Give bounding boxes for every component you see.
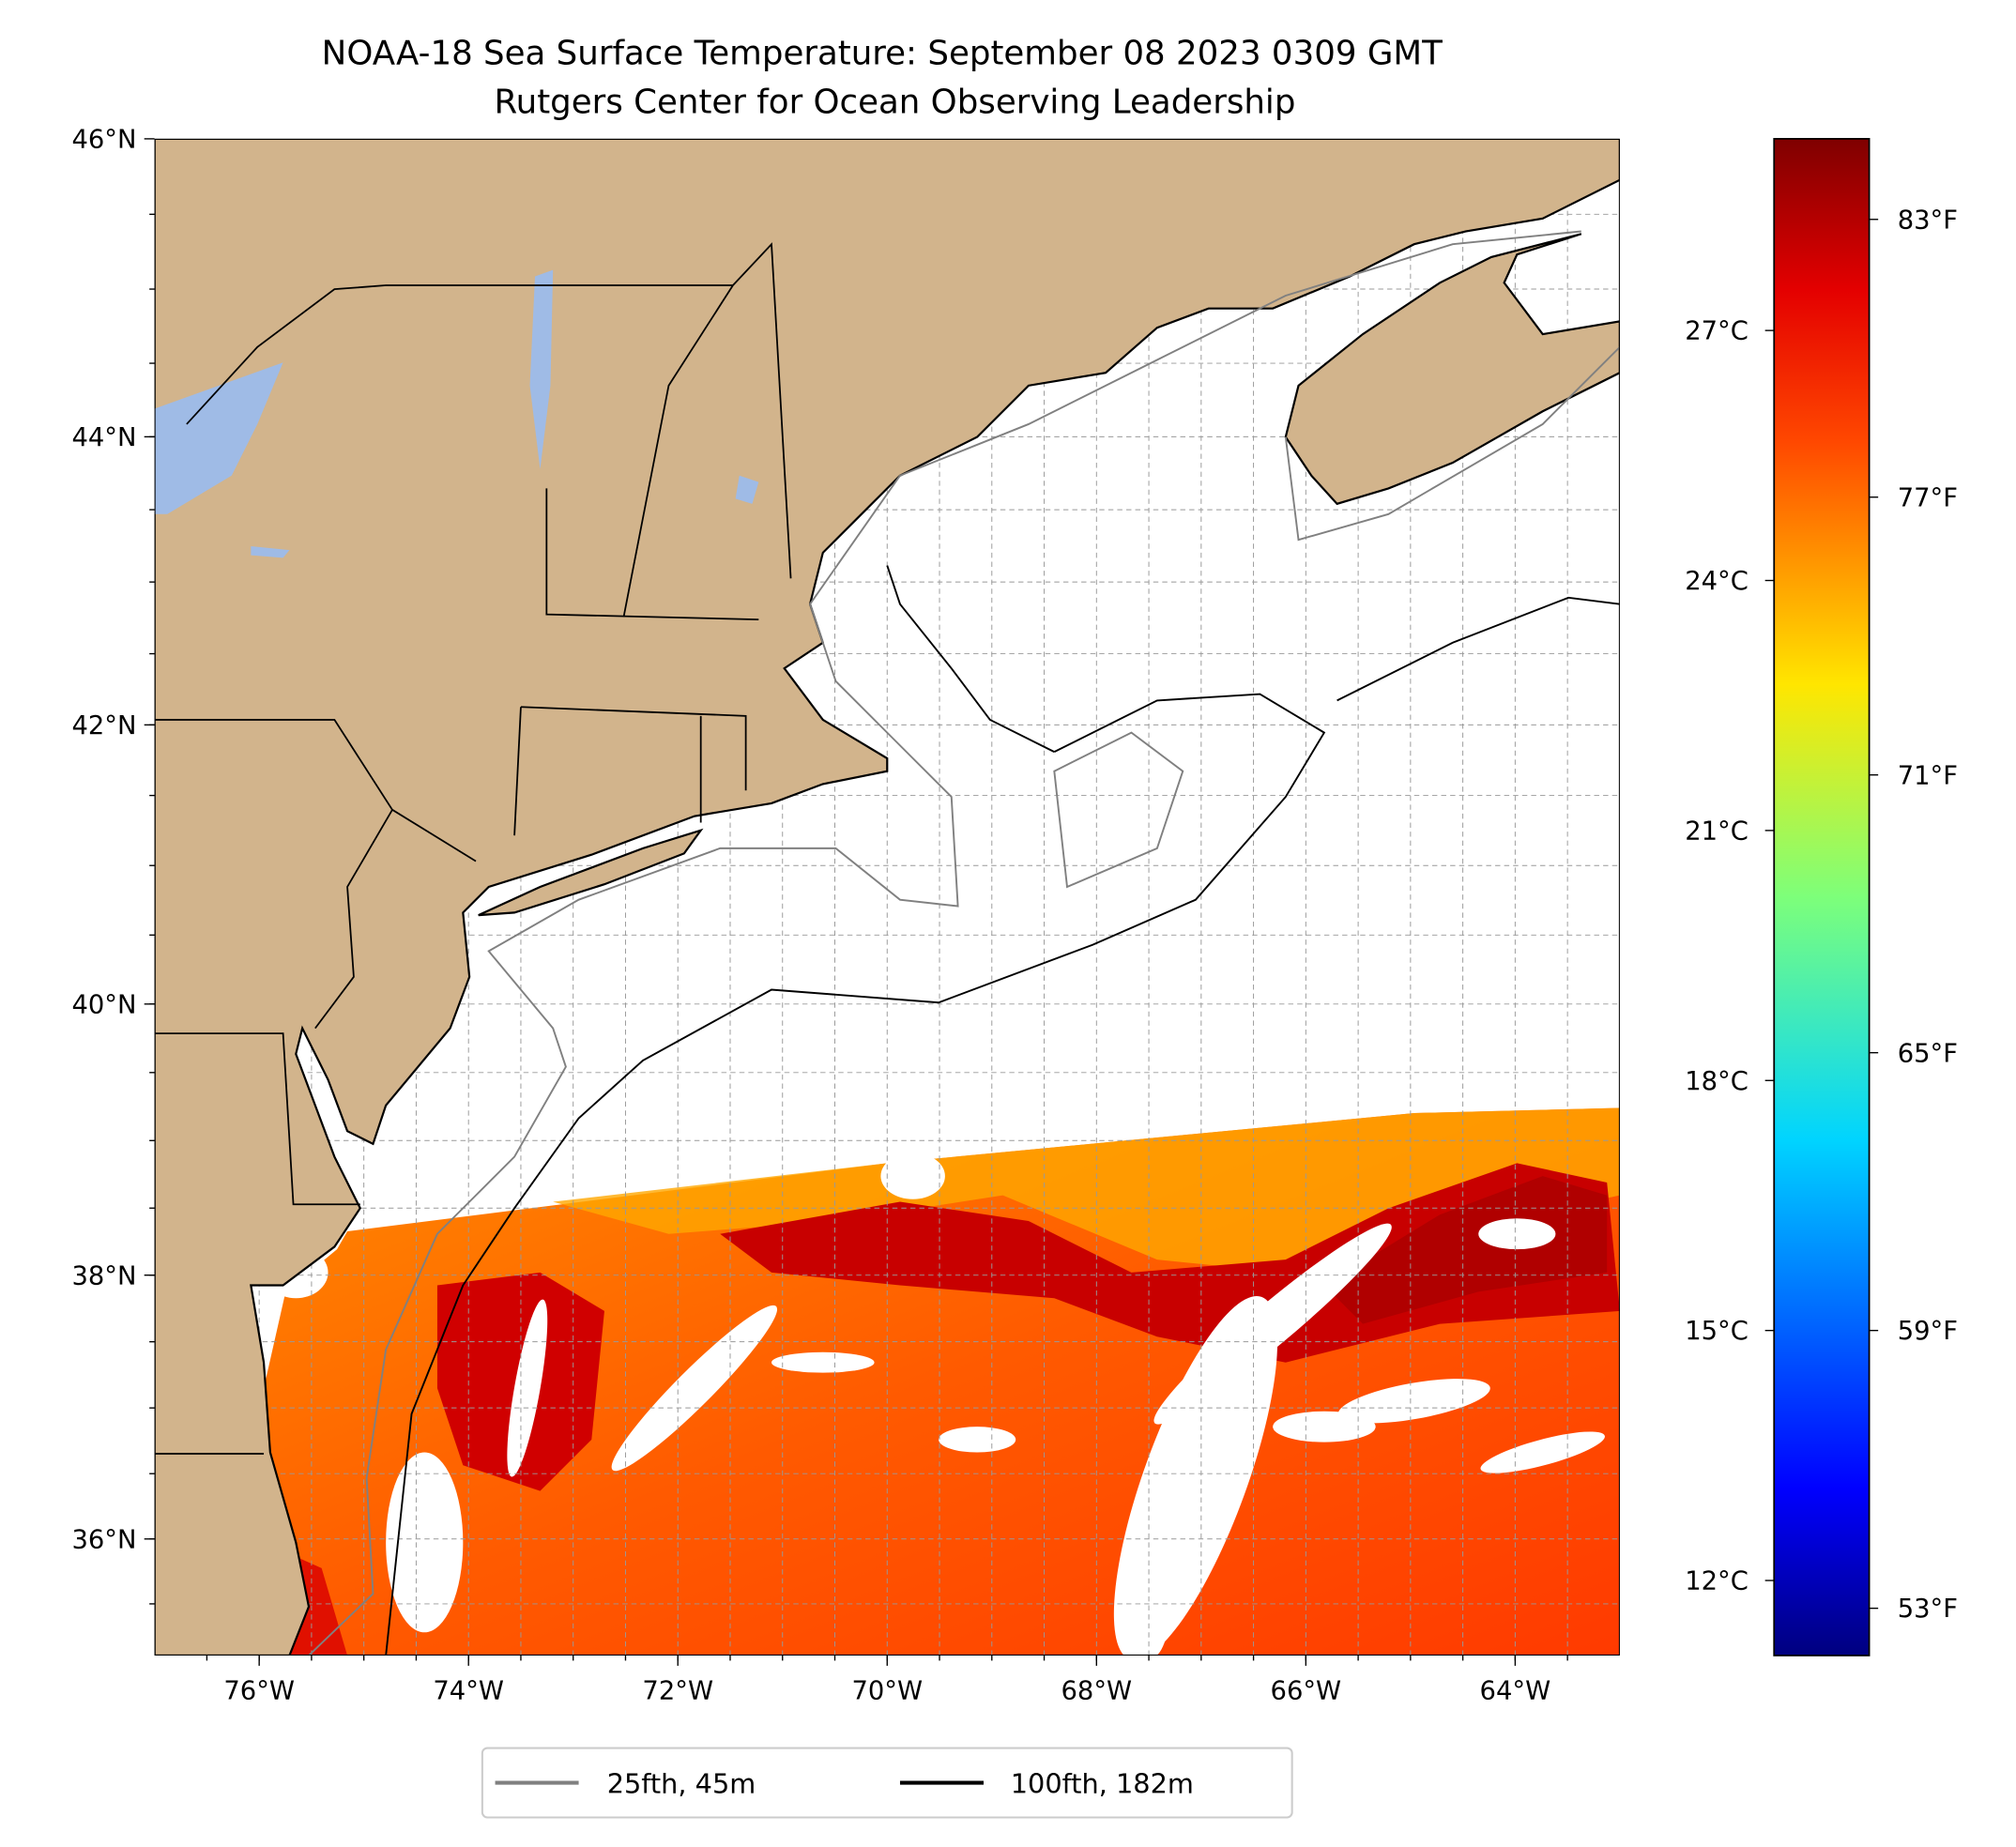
lat-tick-label: 42°N [71,711,136,740]
fahrenheit-tick-label: 83°F [1898,206,1958,235]
lakes [154,269,759,558]
title-line-2: Rutgers Center for Ocean Observing Leade… [495,84,1296,122]
lon-tick-label: 66°W [1271,1677,1342,1706]
fahrenheit-tick-label: 59°F [1898,1317,1958,1346]
legend-label-100fth: 100fth, 182m [1011,1767,1194,1799]
lat-tick-label: 38°N [71,1261,136,1290]
contour-25fth [308,230,1620,1656]
lon-tick-label: 68°W [1061,1677,1133,1706]
map-panel [154,138,1620,1656]
lat-tick-label: 46°N [71,125,136,154]
celsius-tick-label: 24°C [1685,567,1749,596]
fahrenheit-tick-label: 53°F [1898,1595,1958,1624]
lat-tick-label: 44°N [71,423,136,452]
lat-tick-label: 36°N [71,1525,136,1554]
lon-tick-label: 64°W [1480,1677,1551,1706]
title-line-1: NOAA-18 Sea Surface Temperature: Septemb… [322,34,1443,72]
fahrenheit-tick-label: 65°F [1898,1039,1958,1068]
celsius-tick-label: 15°C [1685,1317,1749,1346]
celsius-tick-label: 21°C [1685,817,1749,846]
lat-tick-label: 40°N [71,990,136,1019]
lon-tick-label: 74°W [433,1677,504,1706]
celsius-tick-label: 27°C [1685,317,1749,346]
colorbar: 27°C 24°C 21°C 18°C 15°C 12°C 83°F 77°F 71°F 65°F… [1685,138,1958,1656]
fahrenheit-tick-label: 71°F [1898,761,1958,790]
cloud-gaps [264,1152,1605,1656]
celsius-tick-label: 12°C [1685,1567,1749,1596]
contour-100fth [385,565,1620,1656]
legend-label-25fth: 25fth, 45m [607,1767,756,1799]
lon-tick-label: 70°W [851,1677,923,1706]
lon-tick-label: 76°W [223,1677,295,1706]
legend: 25fth, 45m 100fth, 182m [481,1747,1293,1819]
state-borders [154,242,792,1455]
land [154,138,1620,1656]
map-axes: 76°W 74°W 72°W 70°W 68°W 66°W 64°W 46°N 44°N 42°N… [71,125,1568,1706]
celsius-tick-label: 18°C [1685,1067,1749,1096]
sst-swath [206,1107,1620,1656]
fahrenheit-tick-label: 77°F [1898,483,1958,512]
lon-tick-label: 72°W [642,1677,713,1706]
